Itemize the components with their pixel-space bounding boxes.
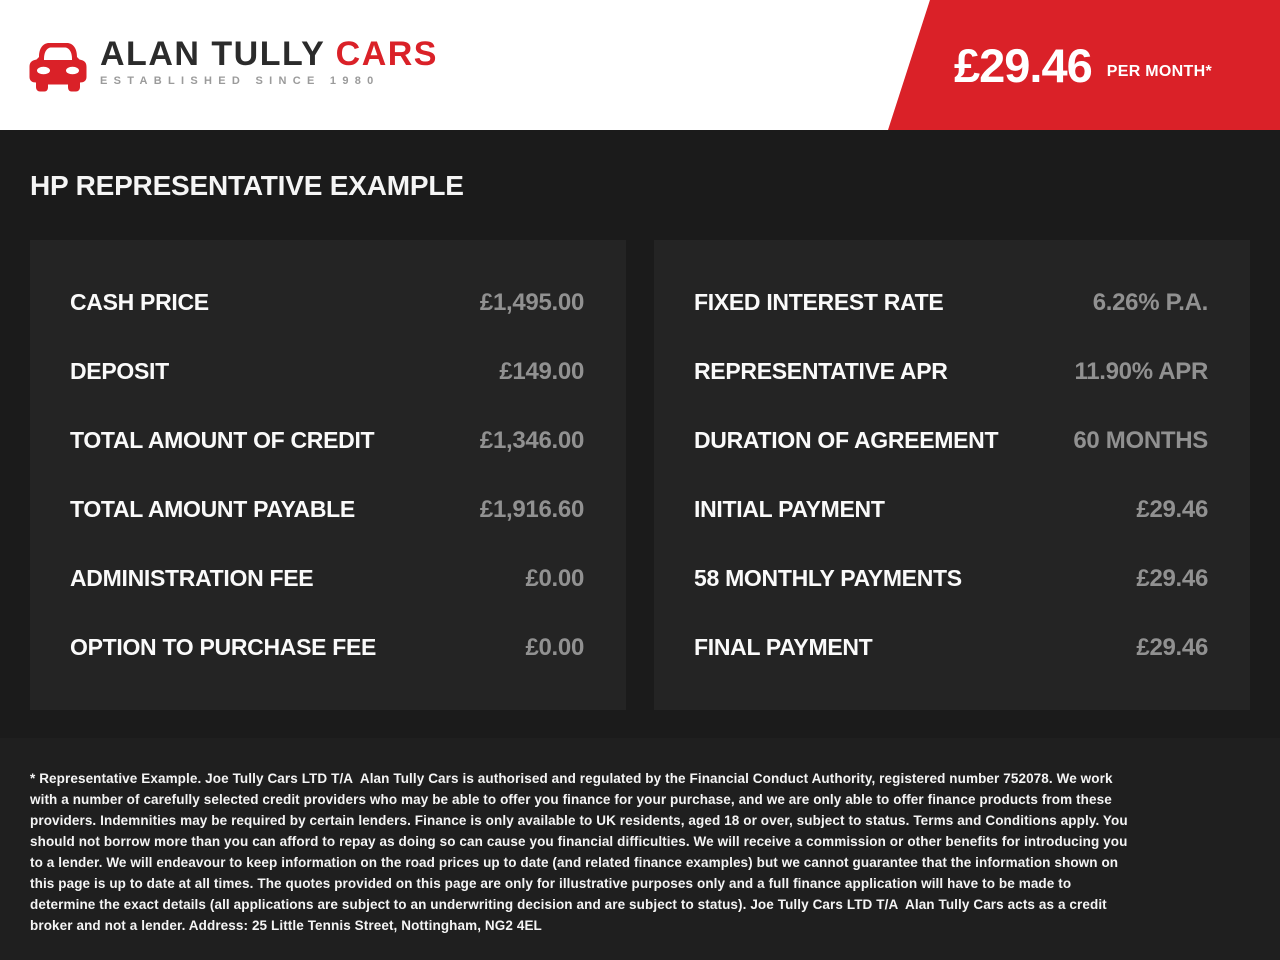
finance-row-label: OPTION TO PURCHASE FEE <box>70 634 377 660</box>
finance-row-label: DEPOSIT <box>70 358 169 384</box>
monthly-price-banner: £29.46 PER MONTH* <box>888 0 1280 130</box>
finance-row: 58 MONTHLY PAYMENTS £29.46 <box>694 565 1208 593</box>
finance-row: TOTAL AMOUNT PAYABLE £1,916.60 <box>70 496 584 524</box>
finance-row-value: £1,346.00 <box>479 426 584 454</box>
finance-row-value: £29.46 <box>1136 495 1208 523</box>
finance-example-section: HP REPRESENTATIVE EXAMPLE CASH PRICE £1,… <box>0 130 1280 738</box>
finance-row: FIXED INTEREST RATE 6.26% P.A. <box>694 289 1208 317</box>
finance-row-value: £1,916.60 <box>479 495 584 523</box>
finance-row-label: REPRESENTATIVE APR <box>694 358 948 384</box>
finance-row: CASH PRICE £1,495.00 <box>70 289 584 317</box>
dealer-name-part1: ALAN TULLY <box>100 35 325 73</box>
finance-row-label: FINAL PAYMENT <box>694 634 873 660</box>
legal-disclaimer: * Representative Example. Joe Tully Cars… <box>30 771 1132 933</box>
finance-row: ADMINISTRATION FEE £0.00 <box>70 565 584 593</box>
finance-row-value: £29.46 <box>1136 564 1208 592</box>
finance-panels: CASH PRICE £1,495.00 DEPOSIT £149.00 TOT… <box>30 240 1250 710</box>
finance-row-label: TOTAL AMOUNT OF CREDIT <box>70 427 375 453</box>
finance-row-label: INITIAL PAYMENT <box>694 496 885 522</box>
monthly-price-period: PER MONTH* <box>1106 63 1212 80</box>
monthly-price-amount: £29.46 <box>954 38 1093 92</box>
finance-row-label: CASH PRICE <box>70 289 209 315</box>
page-title: HP REPRESENTATIVE EXAMPLE <box>30 170 464 201</box>
finance-row-value: £149.00 <box>499 357 584 385</box>
finance-row-label: DURATION OF AGREEMENT <box>694 427 999 453</box>
finance-row: DURATION OF AGREEMENT 60 MONTHS <box>694 427 1208 455</box>
dealer-tagline: ESTABLISHED SINCE 1980 <box>100 75 380 87</box>
finance-row-value: £29.46 <box>1136 633 1208 661</box>
finance-row-value: £0.00 <box>525 633 584 661</box>
finance-row-label: ADMINISTRATION FEE <box>70 565 314 591</box>
logo-text: ALAN TULLY CARS ESTABLISHED SINCE 1980 <box>100 36 438 87</box>
finance-row: OPTION TO PURCHASE FEE £0.00 <box>70 634 584 662</box>
finance-row-value: 60 MONTHS <box>1073 426 1208 454</box>
finance-row-label: FIXED INTEREST RATE <box>694 289 944 315</box>
dealer-name: ALAN TULLY CARS <box>100 36 438 72</box>
finance-row-label: TOTAL AMOUNT PAYABLE <box>70 496 355 522</box>
finance-row-value: £1,495.00 <box>479 288 584 316</box>
finance-row-value: £0.00 <box>525 564 584 592</box>
finance-panel-left: CASH PRICE £1,495.00 DEPOSIT £149.00 TOT… <box>30 240 626 710</box>
finance-row: TOTAL AMOUNT OF CREDIT £1,346.00 <box>70 427 584 455</box>
dealer-logo: ALAN TULLY CARS ESTABLISHED SINCE 1980 <box>28 36 438 94</box>
finance-row: REPRESENTATIVE APR 11.90% APR <box>694 358 1208 386</box>
finance-panel-right: FIXED INTEREST RATE 6.26% P.A. REPRESENT… <box>654 240 1250 710</box>
finance-row: INITIAL PAYMENT £29.46 <box>694 496 1208 524</box>
header: ALAN TULLY CARS ESTABLISHED SINCE 1980 £… <box>0 0 1280 130</box>
finance-row-label: 58 MONTHLY PAYMENTS <box>694 565 962 591</box>
finance-row-value: 6.26% P.A. <box>1092 288 1209 316</box>
dealer-name-part2: CARS <box>335 35 438 73</box>
finance-row-value: 11.90% APR <box>1074 357 1208 385</box>
finance-row: FINAL PAYMENT £29.46 <box>694 634 1208 662</box>
footer: * Representative Example. Joe Tully Cars… <box>0 738 1280 960</box>
car-icon <box>29 43 87 92</box>
finance-row: DEPOSIT £149.00 <box>70 358 584 386</box>
